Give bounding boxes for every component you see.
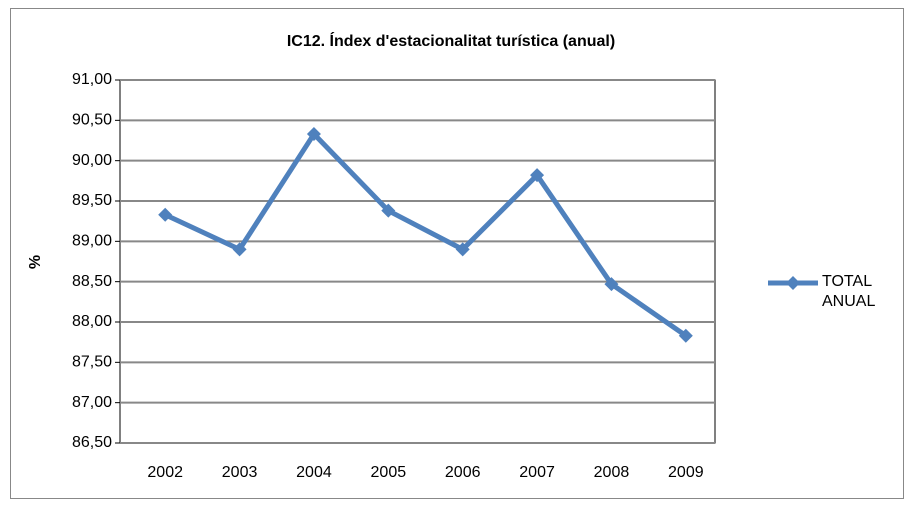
point-marker bbox=[455, 242, 470, 257]
point-marker bbox=[306, 127, 321, 142]
chart-title: IC12. Índex d'estacionalitat turística (… bbox=[287, 31, 615, 50]
point-marker bbox=[530, 168, 545, 183]
y-axis-label: % bbox=[27, 255, 44, 269]
point-marker bbox=[604, 277, 619, 292]
y-tick-label: 91,00 bbox=[72, 71, 112, 88]
y-tick-label: 89,00 bbox=[72, 233, 112, 250]
y-tick-label: 88,00 bbox=[72, 313, 112, 330]
point-marker bbox=[381, 203, 396, 218]
x-tick-label: 2005 bbox=[371, 464, 407, 481]
y-tick-label: 89,50 bbox=[72, 192, 112, 209]
y-tick-label: 88,50 bbox=[72, 273, 112, 290]
x-tick-label: 2009 bbox=[668, 464, 704, 481]
y-tick-label: 87,50 bbox=[72, 354, 112, 371]
x-tick-label: 2007 bbox=[519, 464, 555, 481]
y-tick-label: 90,50 bbox=[72, 112, 112, 129]
point-marker bbox=[678, 328, 693, 343]
y-tick-label: 87,00 bbox=[72, 394, 112, 411]
legend-label: TOTAL ANUAL bbox=[822, 273, 876, 310]
point-marker bbox=[158, 207, 173, 222]
y-tick-label: 86,50 bbox=[72, 434, 112, 451]
point-marker bbox=[232, 242, 247, 257]
x-tick-label: 2002 bbox=[147, 464, 183, 481]
series-line bbox=[164, 131, 688, 338]
y-tick-label: 90,00 bbox=[72, 152, 112, 169]
x-tick-label: 2003 bbox=[222, 464, 258, 481]
x-tick-label: 2004 bbox=[296, 464, 332, 481]
x-tick-label: 2008 bbox=[594, 464, 630, 481]
legend-marker bbox=[786, 276, 800, 290]
chart-frame bbox=[10, 8, 904, 499]
x-tick-label: 2006 bbox=[445, 464, 481, 481]
